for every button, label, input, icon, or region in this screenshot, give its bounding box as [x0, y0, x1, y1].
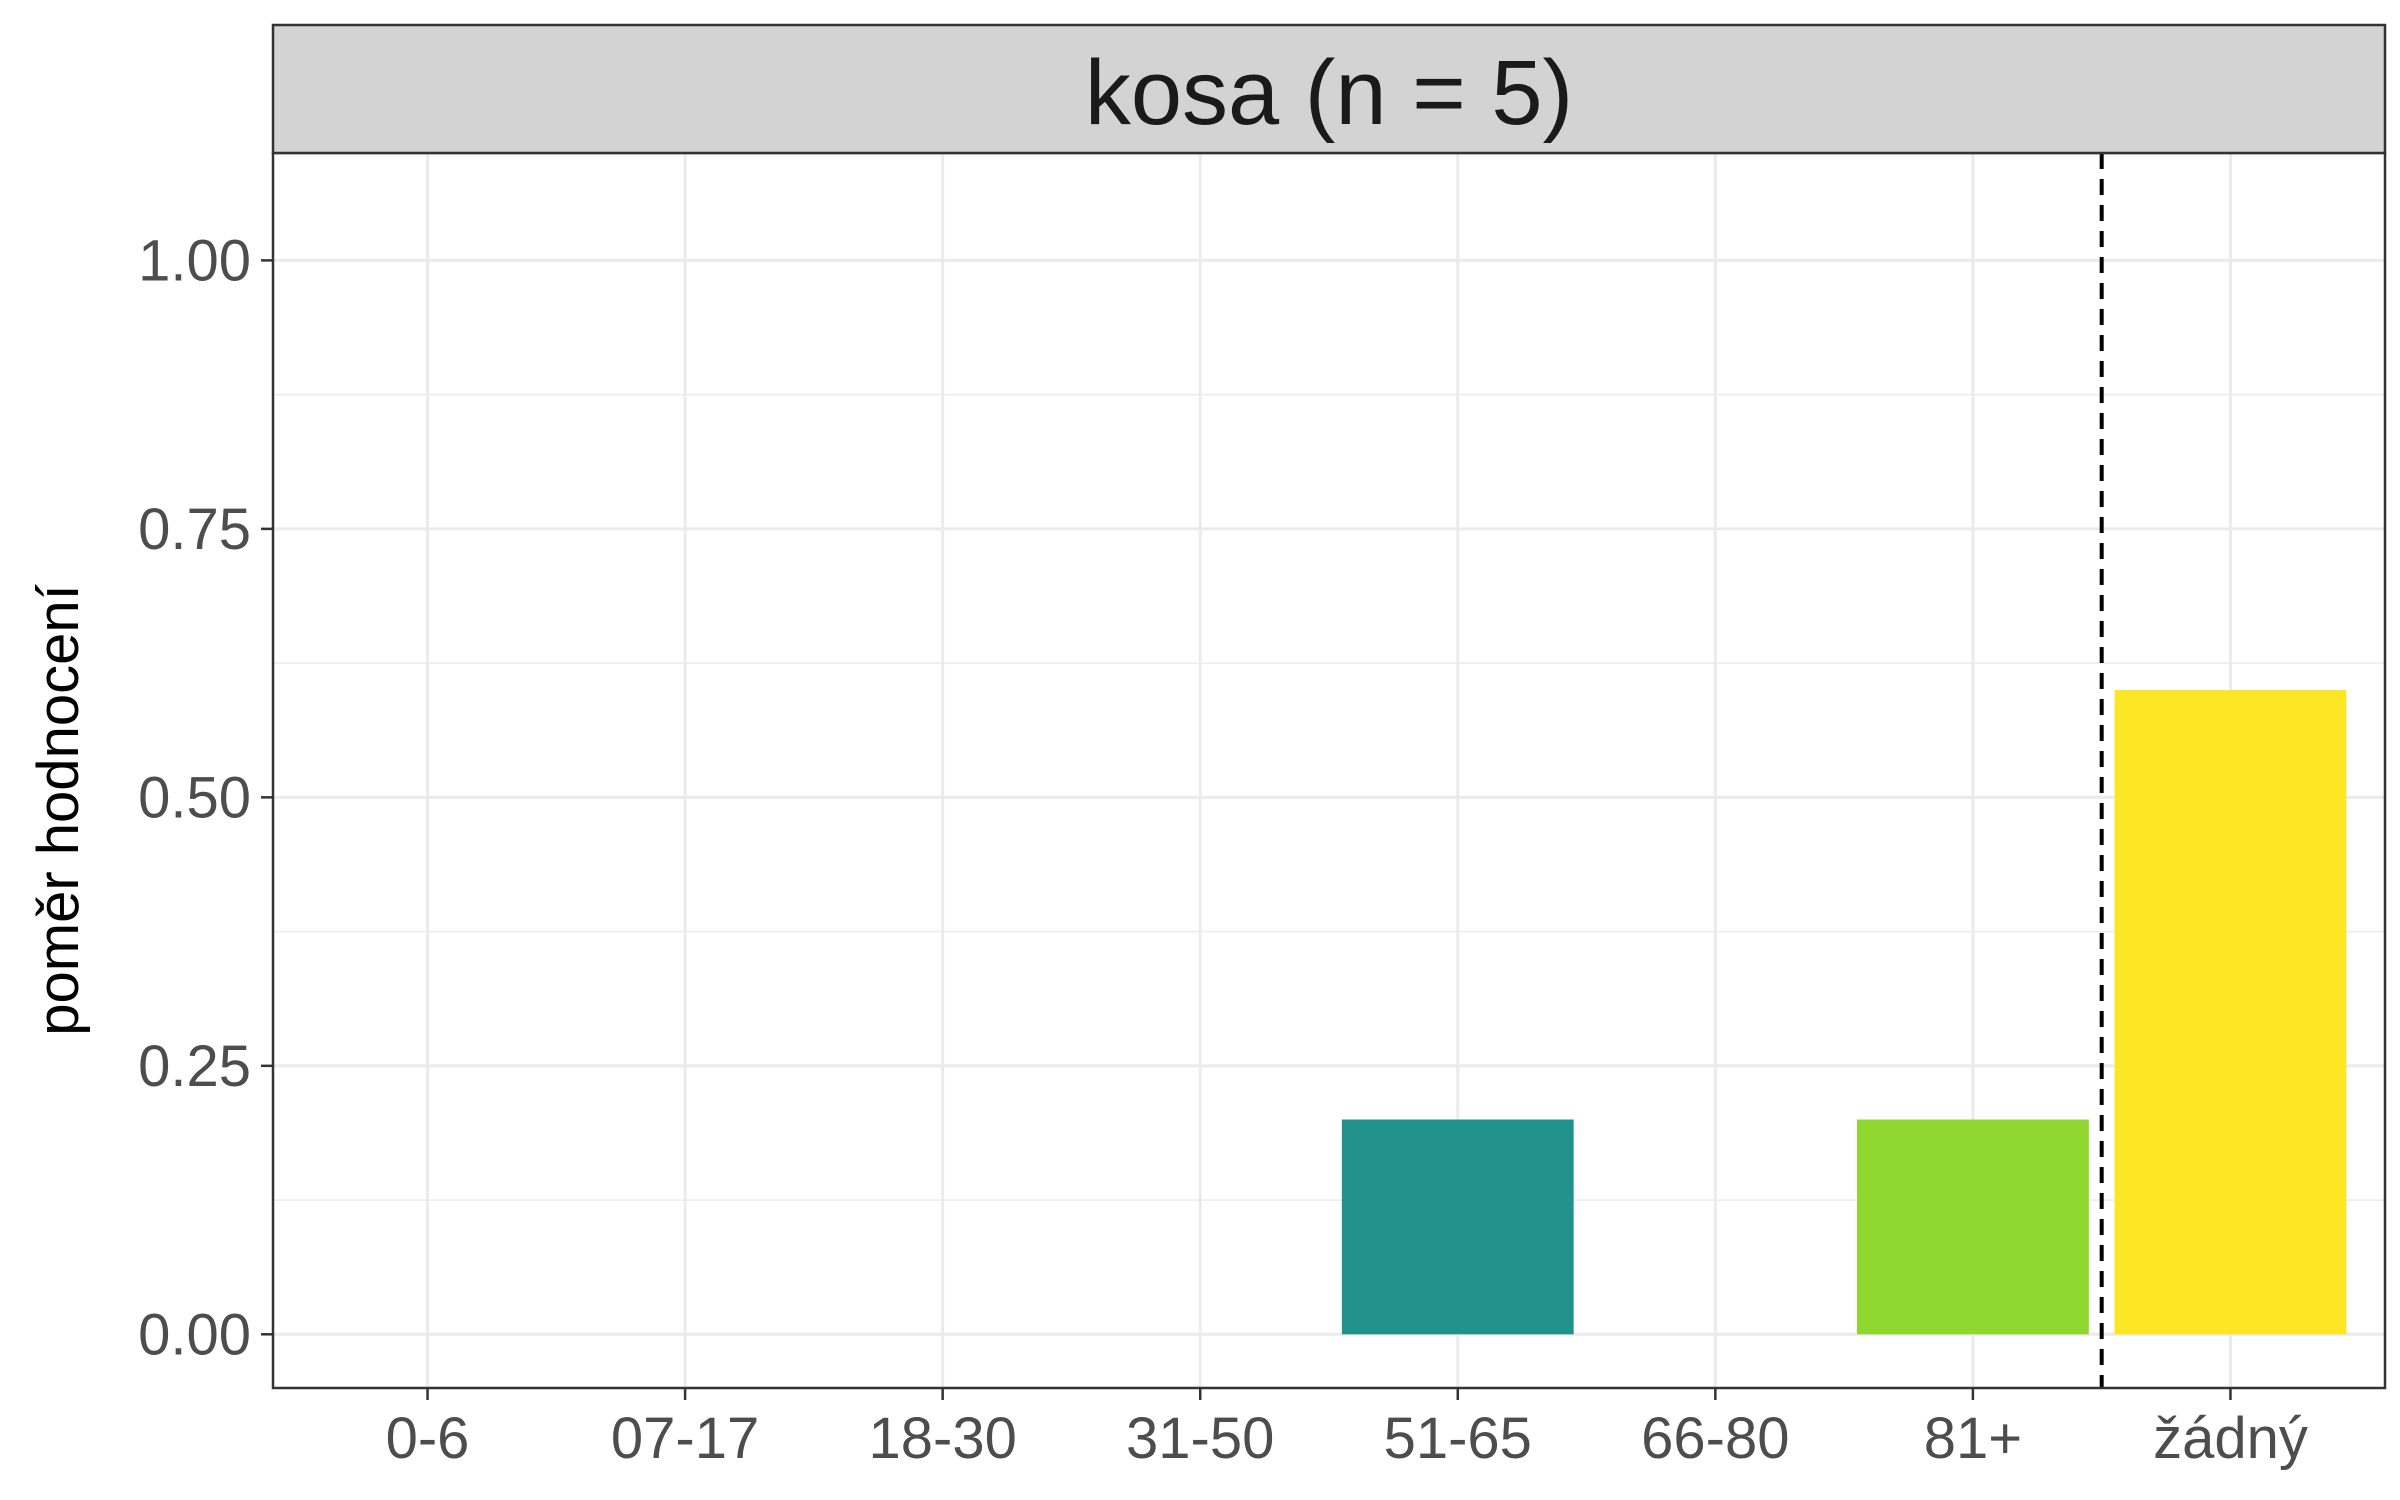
y-tick-label: 0.00: [138, 1302, 251, 1367]
y-tick-label: 1.00: [138, 228, 251, 293]
y-tick-label: 0.75: [138, 497, 251, 562]
x-tick-label: žádný: [2153, 1406, 2308, 1471]
x-tick-label: 18-30: [868, 1406, 1016, 1471]
bar: [2114, 689, 2347, 1335]
grid-lines: [273, 153, 2385, 1388]
y-tick-label: 0.50: [138, 765, 251, 830]
y-axis-title: poměr hodnocení: [26, 584, 91, 1035]
bars: [1341, 689, 2347, 1335]
x-tick-label: 31-50: [1126, 1406, 1274, 1471]
x-tick-label: 0-6: [386, 1406, 470, 1471]
facet-strip: [271, 23, 2387, 155]
x-tick-label: 81+: [1924, 1406, 2022, 1471]
x-tick-label: 07-17: [611, 1406, 759, 1471]
y-tick-label: 0.25: [138, 1034, 251, 1099]
x-tick-label: 66-80: [1641, 1406, 1789, 1471]
bar: [1857, 1119, 2089, 1335]
facet-title: kosa (n = 5): [1085, 42, 1573, 144]
axes: 0.00 0.25 0.50 0.75 1.00 0-6 07-17 18-30 31-50 51…: [138, 228, 2308, 1471]
x-tick-label: 51-65: [1384, 1406, 1532, 1471]
bar: [1341, 1119, 1574, 1335]
